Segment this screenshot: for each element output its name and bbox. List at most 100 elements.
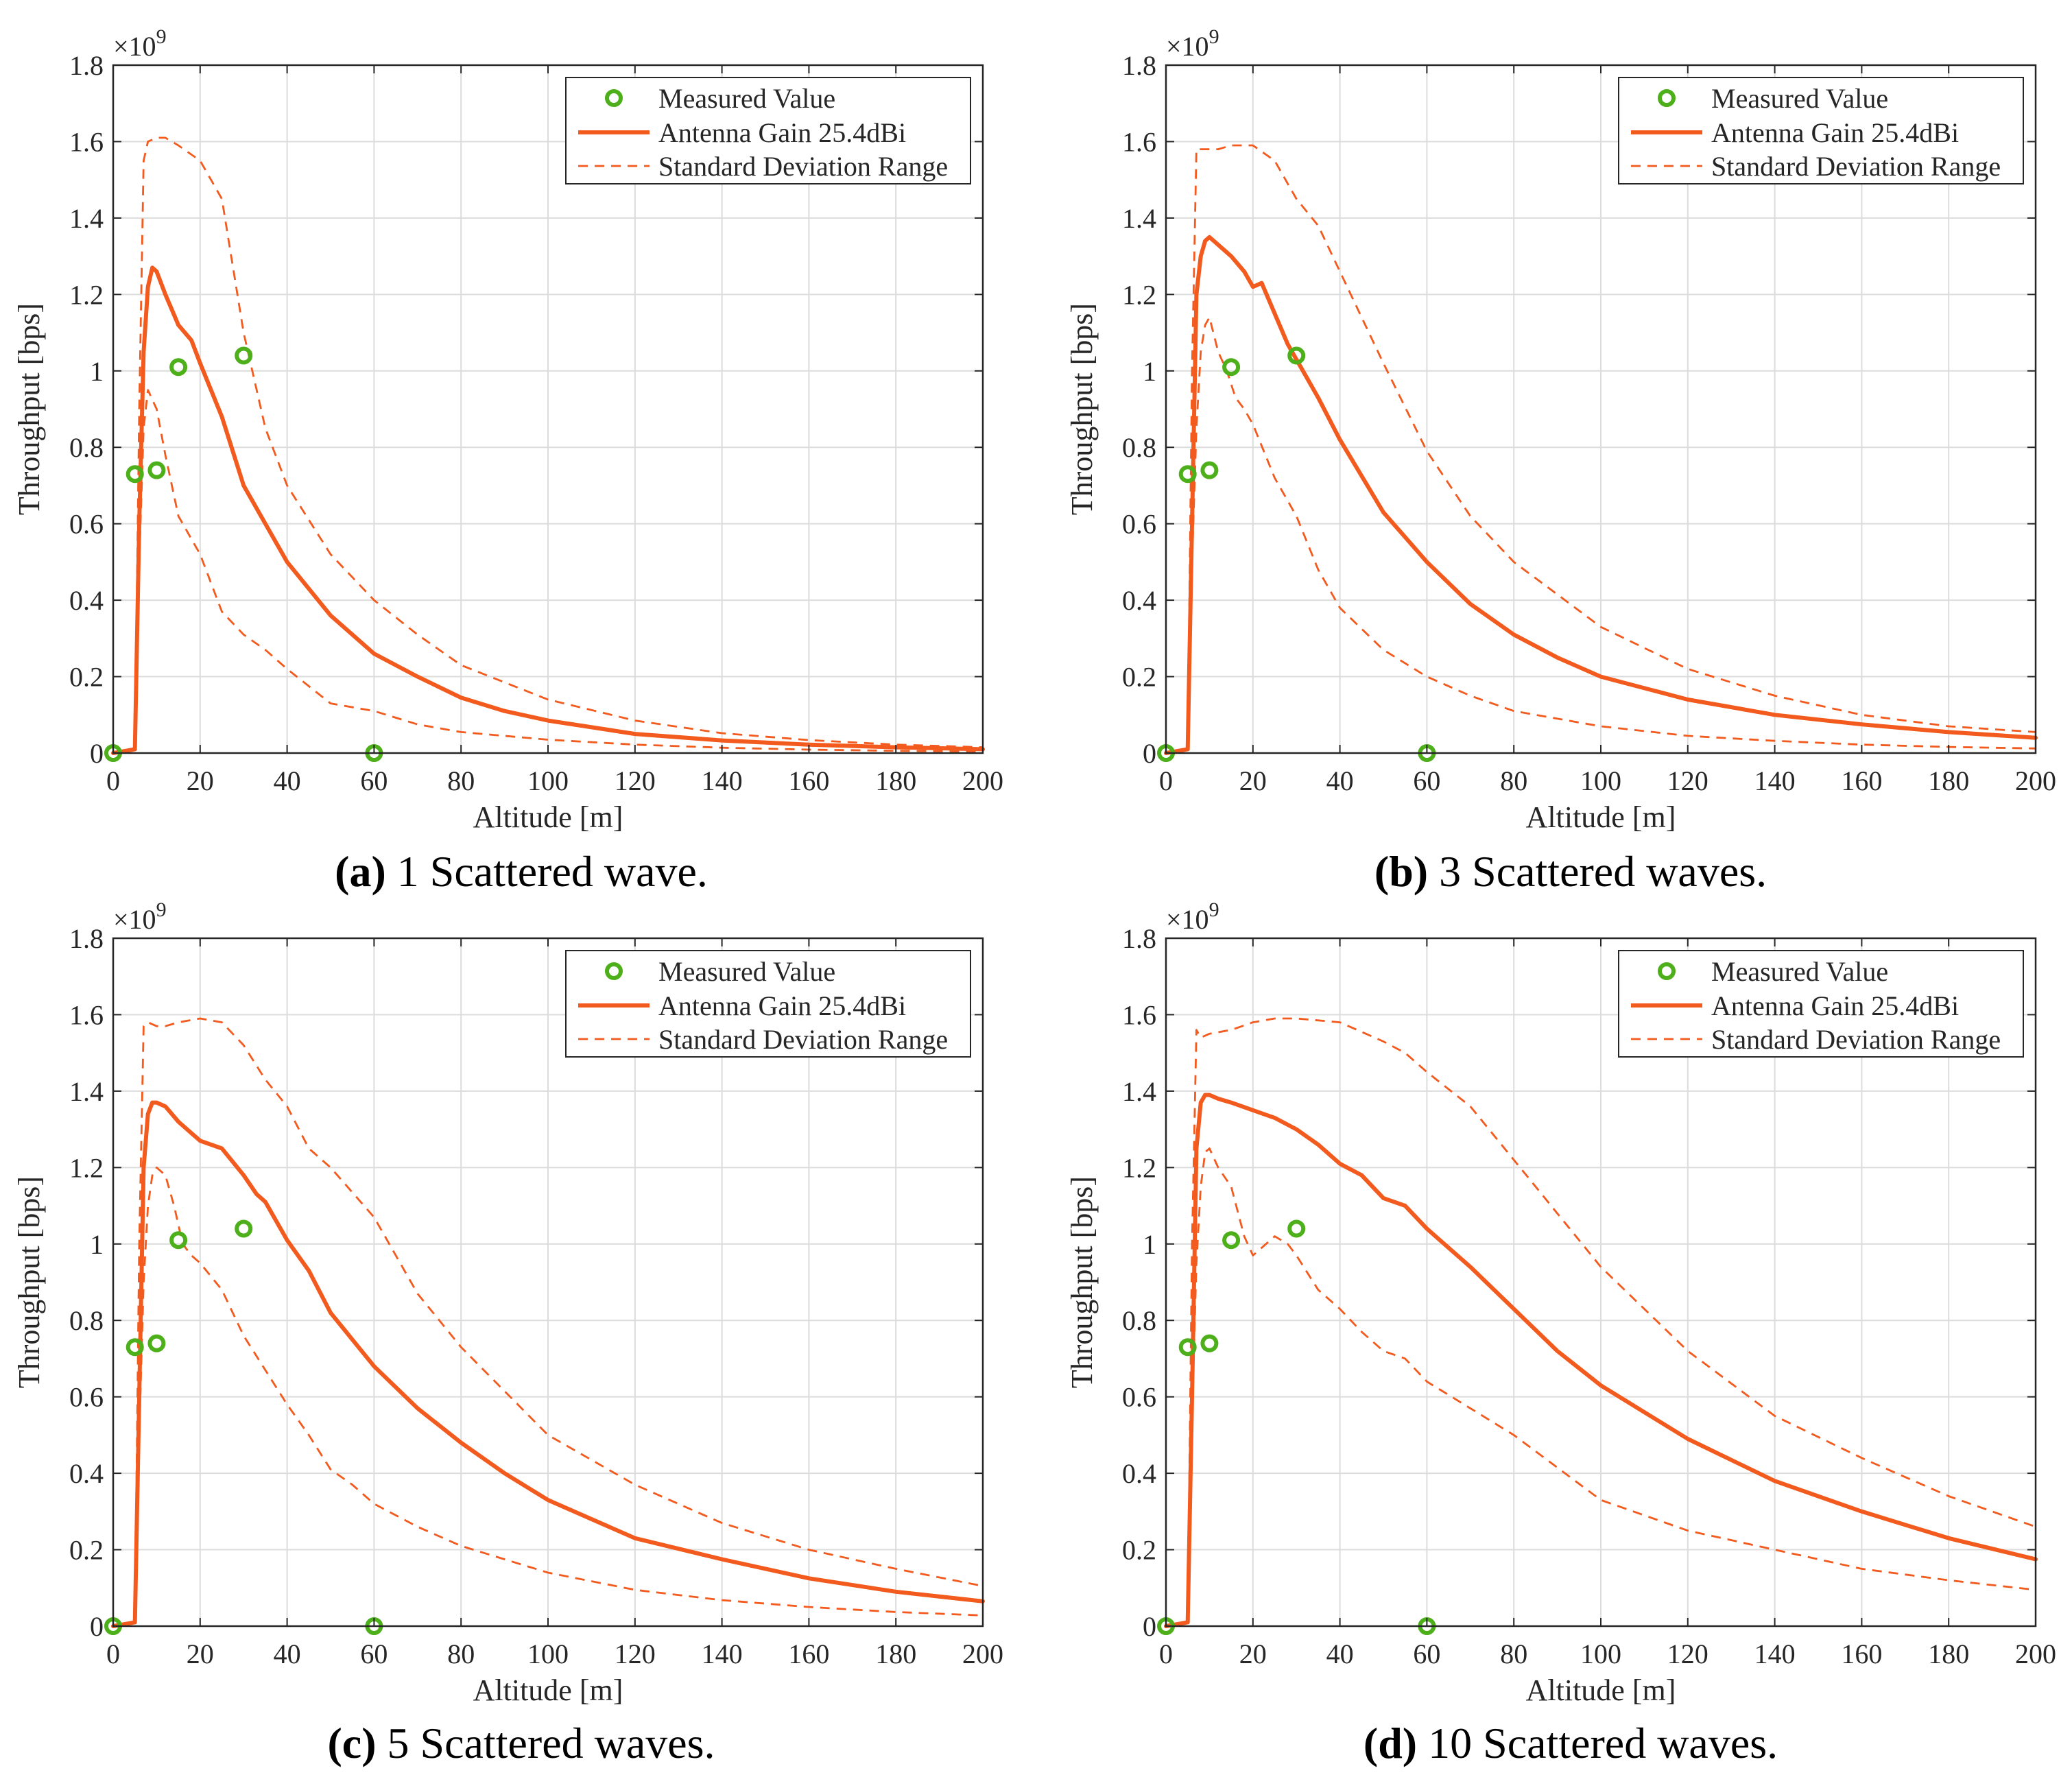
antenna-gain-line <box>1164 1093 2038 1628</box>
y-tick-label: 0.2 <box>69 662 104 693</box>
x-axis-label: Altitude [m] <box>1526 1673 1676 1707</box>
y-tick-label: 1.2 <box>69 279 104 310</box>
x-tick-label: 180 <box>1928 1638 1969 1669</box>
std-dev-range-line <box>1165 1017 2036 1628</box>
legend-label-std-dev: Standard Deviation Range <box>1711 1024 2001 1055</box>
legend-marker-measured <box>605 89 623 107</box>
y-exponent-power: 9 <box>156 25 167 48</box>
x-tick-label: 0 <box>1159 765 1173 796</box>
y-tick-label: 0.8 <box>69 1305 104 1336</box>
antenna-gain-line <box>111 265 985 755</box>
x-tick-label: 0 <box>1159 1638 1173 1669</box>
y-tick-label: 1 <box>1143 1229 1156 1260</box>
legend-label-measured: Measured Value <box>658 83 835 114</box>
x-tick-label: 40 <box>1326 765 1354 796</box>
legend-label-gain: Antenna Gain 25.4dBi <box>1711 990 1959 1021</box>
std-dev-range-line <box>1165 1147 2036 1628</box>
legend-label-measured: Measured Value <box>658 956 835 987</box>
y-tick-label: 0.4 <box>69 1458 104 1489</box>
legend-label-std-dev: Standard Deviation Range <box>1711 151 2001 182</box>
legend-label-measured: Measured Value <box>1711 956 1888 987</box>
x-tick-label: 20 <box>187 1638 214 1669</box>
x-tick-label: 80 <box>1500 765 1527 796</box>
y-tick-label: 1.4 <box>1122 1076 1156 1107</box>
y-tick-label: 0.6 <box>1122 509 1156 540</box>
x-tick-label: 60 <box>360 1638 388 1669</box>
chart-panel: 0 20 40 60 80 100 120 140 160 180 200 0 0.2 0.4 0.6 0.8… <box>1065 898 2056 1767</box>
legend-label-measured: Measured Value <box>1711 83 1888 114</box>
x-tick-label: 140 <box>702 765 743 796</box>
y-tick-label: 1.2 <box>1122 279 1156 310</box>
antenna-gain-line <box>111 1100 985 1628</box>
y-tick-label: 1.4 <box>69 1076 104 1107</box>
legend-marker-measured <box>1658 962 1676 980</box>
y-exponent-label: ×109 <box>113 25 167 62</box>
legend-marker-measured <box>1658 89 1676 107</box>
x-tick-label: 0 <box>106 765 120 796</box>
y-tick-label: 1.6 <box>69 126 104 157</box>
y-tick-label: 0.8 <box>1122 1305 1156 1336</box>
x-tick-label: 180 <box>875 765 916 796</box>
x-tick-label: 20 <box>1239 765 1267 796</box>
caption-text: 3 Scattered waves. <box>1428 847 1767 896</box>
measured-value-marker <box>1178 465 1197 484</box>
measured-value-marker <box>147 461 166 479</box>
x-tick-label: 180 <box>1928 765 1969 796</box>
caption-letter: (d) <box>1364 1719 1417 1767</box>
chart-panel: 0 20 40 60 80 100 120 140 160 180 200 0 0.2 0.4 0.6 0.8… <box>12 898 1003 1767</box>
x-tick-label: 80 <box>1500 1638 1527 1669</box>
measured-value-marker <box>235 1219 253 1238</box>
measured-value-marker <box>1222 1231 1241 1250</box>
y-axis-label: Throughput [bps] <box>12 1176 46 1388</box>
y-tick-label: 0.2 <box>1122 1535 1156 1566</box>
measured-value-marker <box>1287 346 1306 365</box>
y-tick-label: 0 <box>90 738 104 769</box>
x-tick-label: 40 <box>274 765 301 796</box>
caption-text: 5 Scattered waves. <box>377 1719 715 1767</box>
panel-caption: (d) 10 Scattered waves. <box>1364 1719 1778 1767</box>
std-dev-range-line <box>1165 144 2036 754</box>
y-tick-label: 1.6 <box>1122 999 1156 1030</box>
y-tick-label: 1.2 <box>1122 1152 1156 1183</box>
measured-value-marker <box>169 1231 188 1250</box>
x-tick-label: 40 <box>1326 1638 1354 1669</box>
x-tick-label: 100 <box>527 1638 569 1669</box>
y-tick-label: 0 <box>90 1611 104 1642</box>
measured-value-marker <box>147 1334 166 1352</box>
y-exponent-power: 9 <box>156 898 167 921</box>
x-tick-label: 0 <box>106 1638 120 1669</box>
x-tick-label: 140 <box>1754 1638 1796 1669</box>
measured-value-marker <box>1287 1219 1306 1238</box>
x-tick-label: 120 <box>615 1638 656 1669</box>
x-tick-label: 200 <box>2015 1638 2056 1669</box>
chart-panel: 0 20 40 60 80 100 120 140 160 180 200 0 0.2 0.4 0.6 0.8… <box>12 25 1003 896</box>
y-tick-label: 1 <box>90 356 104 387</box>
chart-panel: 0 20 40 60 80 100 120 140 160 180 200 0 0.2 0.4 0.6 0.8… <box>1065 25 2056 896</box>
y-exponent-power: 9 <box>1209 898 1219 921</box>
y-tick-label: 0.6 <box>69 509 104 540</box>
y-tick-label: 1.4 <box>1122 203 1156 234</box>
x-tick-label: 100 <box>1580 765 1621 796</box>
y-tick-label: 1.8 <box>69 923 104 954</box>
y-tick-label: 0.8 <box>69 432 104 463</box>
x-tick-label: 200 <box>2015 765 2056 796</box>
y-axis-label: Throughput [bps] <box>1065 303 1099 515</box>
y-exponent-base: ×10 <box>1166 904 1209 935</box>
y-tick-label: 1 <box>1143 356 1156 387</box>
y-tick-label: 0.6 <box>1122 1382 1156 1413</box>
x-tick-label: 120 <box>615 765 656 796</box>
panel-caption: (b) 3 Scattered waves. <box>1374 847 1767 896</box>
y-tick-label: 1.6 <box>69 999 104 1030</box>
x-tick-label: 40 <box>274 1638 301 1669</box>
x-axis-label: Altitude [m] <box>1526 800 1676 834</box>
y-exponent-base: ×10 <box>1166 31 1209 62</box>
legend-label-gain: Antenna Gain 25.4dBi <box>658 117 906 148</box>
x-tick-label: 200 <box>962 765 1003 796</box>
legend-label-gain: Antenna Gain 25.4dBi <box>1711 117 1959 148</box>
y-tick-label: 1.8 <box>69 50 104 81</box>
y-tick-label: 0.4 <box>1122 1458 1156 1489</box>
measured-value-marker <box>1222 358 1241 377</box>
x-axis-label: Altitude [m] <box>473 1673 623 1707</box>
y-tick-label: 1.8 <box>1122 50 1156 81</box>
